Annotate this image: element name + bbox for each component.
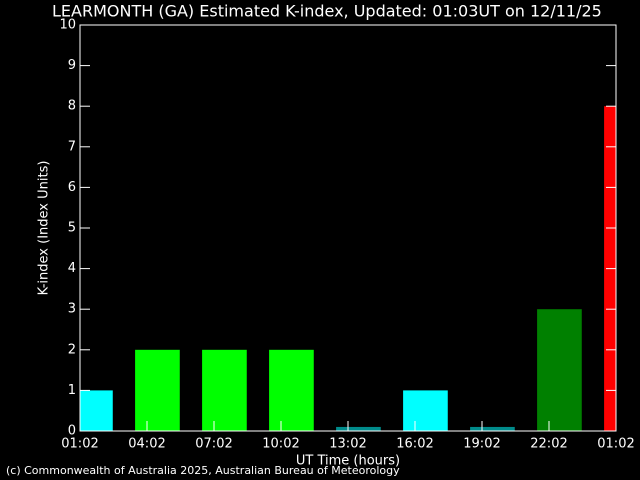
y-tick-label: 7 <box>68 139 76 154</box>
bar <box>537 309 582 431</box>
bar <box>470 426 515 431</box>
bars <box>80 106 616 431</box>
x-tick-label: 19:02 <box>463 437 500 452</box>
x-axis-label: UT Time (hours) <box>296 454 400 469</box>
y-tick-label: 8 <box>68 99 76 114</box>
y-tick-label: 2 <box>68 342 76 357</box>
bar <box>80 390 113 431</box>
x-tick-label: 01:02 <box>61 437 98 452</box>
y-tick-label: 10 <box>59 18 76 33</box>
bar <box>336 426 381 431</box>
bar <box>403 390 448 431</box>
y-tick-label: 9 <box>68 58 76 73</box>
x-tick-label: 22:02 <box>530 437 567 452</box>
bar <box>269 349 314 431</box>
x-tick-label: 13:02 <box>329 437 366 452</box>
y-tick-label: 6 <box>68 180 76 195</box>
chart-title: LEARMONTH (GA) Estimated K-index, Update… <box>52 2 602 21</box>
y-tick-label: 5 <box>68 221 76 236</box>
x-tick-label: 04:02 <box>128 437 165 452</box>
x-tick-label: 16:02 <box>396 437 433 452</box>
y-tick-label: 3 <box>68 302 76 317</box>
bar <box>135 349 180 431</box>
x-tick-label: 10:02 <box>262 437 299 452</box>
y-tick-label: 1 <box>68 383 76 398</box>
bar <box>202 349 247 431</box>
x-tick-label: 07:02 <box>195 437 232 452</box>
y-tick-label: 0 <box>68 424 76 439</box>
y-axis-label: K-index (Index Units) <box>37 161 52 296</box>
x-tick-label: 01:02 <box>597 437 634 452</box>
y-tick-label: 4 <box>68 261 76 276</box>
footnote: (c) Commonwealth of Australia 2025, Aust… <box>6 464 400 477</box>
